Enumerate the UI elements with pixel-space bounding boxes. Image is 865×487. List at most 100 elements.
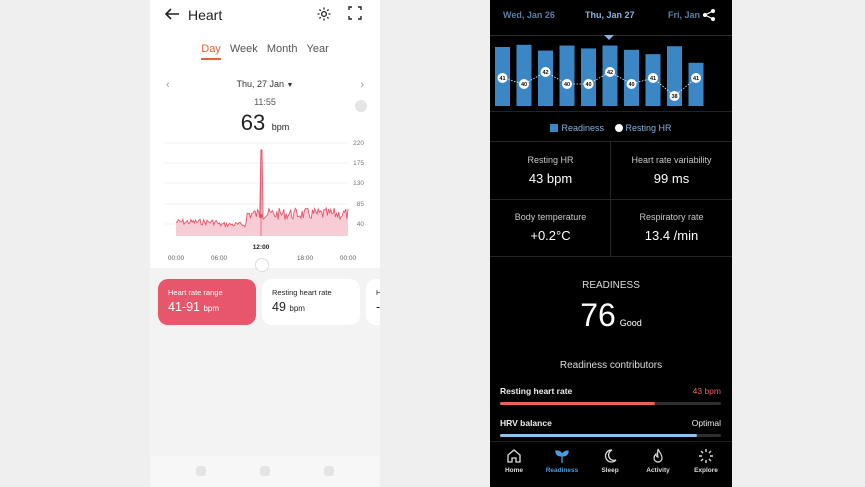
resting-hr-label: 41 [693,76,699,82]
x-tick: 06:00 [211,255,228,262]
partial-card[interactable]: H - [366,279,380,325]
metric-value: 13.4 /min [644,228,699,243]
legend-label: Resting HR [625,123,672,133]
nav-label: Readiness [545,467,579,474]
y-tick: 85 [357,201,365,208]
nav-icon[interactable] [260,466,270,476]
resting-hr-label: 41 [650,76,656,82]
nav-explore[interactable]: Explore [682,448,730,474]
readiness-bar[interactable] [581,48,596,106]
card-value: - [376,300,380,314]
readiness-score: 76 Good [490,297,732,334]
nav-home[interactable]: Home [490,448,538,474]
nav-label: Home [504,467,524,474]
x-tick-highlight: 12:00 [253,244,270,251]
date-label[interactable]: Thu, 27 Jan [236,79,285,89]
metric-resting-hr[interactable]: Resting HR 43 bpm [490,155,611,186]
heart-rate-range-card[interactable]: Heart rate range 41-91 bpm [158,279,256,325]
date-prev[interactable]: Wed, Jan 26 [503,10,555,20]
tab-year[interactable]: Year [306,43,329,55]
contributor-name: HRV balance [500,418,552,428]
x-tick: 00:00 [168,255,185,262]
bpm-value: 63 [240,110,266,135]
metric-value: 99 ms [653,171,690,186]
tab-week[interactable]: Week [229,43,258,55]
legend-swatch-resting-hr [614,124,623,132]
readiness-bar[interactable] [516,44,532,106]
card-value: 41-91 bpm [168,300,220,314]
caret-down-icon[interactable]: ▼ [286,82,294,89]
contributor-progress-bar [500,402,721,405]
date-strip: Wed, Jan 26 Thu, Jan 27 Fri, Jan [490,10,732,26]
contributor-progress-bar [500,434,721,437]
y-tick: 175 [353,160,364,167]
nav-readiness[interactable]: Readiness [538,448,586,474]
metric-hrv[interactable]: Heart rate variability 99 ms [611,155,732,186]
card-caption: Heart rate range [168,288,223,297]
readiness-bar[interactable] [559,45,575,106]
period-tabs: Day Week Month Year [150,43,380,60]
metric-value: 43 bpm [528,171,573,186]
chevron-left-icon[interactable]: ‹ [166,79,170,91]
heart-app-screen: Heart Day Week Month Year ‹ Thu, 27 Jan … [150,0,380,487]
readiness-bar-chart[interactable]: 41 40 42 40 40 42 40 41 38 41 [490,36,732,110]
resting-hr-label: 40 [628,82,634,88]
tab-day[interactable]: Day [201,43,221,60]
chart-gridlines [164,142,348,225]
divider [490,141,732,142]
readiness-icon [555,450,569,463]
nav-activity[interactable]: Activity [634,448,682,474]
page-title: Heart [188,7,223,23]
resting-heart-rate-card[interactable]: Resting heart rate 49 bpm [262,279,360,325]
card-caption: H [376,288,380,297]
chevron-right-icon[interactable]: › [360,79,364,91]
metric-respiratory-rate[interactable]: Respiratory rate 13.4 /min [611,212,732,243]
nav-label: Sleep [601,467,619,474]
card-caption: Resting heart rate [272,288,332,297]
selected-point [258,213,264,219]
nav-icon[interactable] [324,466,334,476]
legend-label: Readiness [561,123,604,133]
back-arrow-icon[interactable] [164,6,182,24]
metric-label: Resting HR [527,155,574,165]
resting-hr-point: 42 [605,67,615,77]
nav-label: Activity [646,467,670,474]
readiness-bar[interactable] [624,49,639,106]
divider [490,199,732,200]
metric-value: +0.2°C [530,228,571,243]
selected-time: 11:55 [254,97,276,107]
divider [610,141,611,256]
readiness-bar[interactable] [667,46,682,106]
readiness-bar[interactable] [688,62,704,106]
fullscreen-icon[interactable] [348,6,364,22]
date-next[interactable]: Fri, Jan [668,10,701,20]
date-current[interactable]: Thu, Jan 27 [585,10,635,20]
heart-rate-chart[interactable]: 220 175 130 85 40 12:00 00:00 06:00 18:0… [150,136,380,266]
flame-icon [653,448,663,463]
contributors-heading: Readiness contributors [559,360,663,371]
chart-scrub-handle[interactable] [255,258,269,272]
y-tick: 40 [357,221,365,228]
moon-icon [604,449,617,463]
readiness-bar[interactable] [538,50,553,106]
nav-sleep[interactable]: Sleep [586,448,634,474]
tab-month[interactable]: Month [266,43,298,55]
resting-hr-point: 40 [583,79,594,89]
contributor-value: Optimal [691,418,721,428]
resting-hr-label: 40 [564,82,570,88]
nav-icon[interactable] [196,466,206,476]
resting-hr-label: 38 [671,94,677,100]
contributor-value: 43 bpm [692,386,721,396]
resting-hr-point: 40 [562,79,572,89]
share-icon[interactable] [702,8,718,24]
resting-hr-label: 40 [521,82,527,88]
nav-divider [490,441,732,442]
readiness-heading: READINESS [582,280,640,291]
metric-label: Body temperature [514,212,587,222]
refresh-icon[interactable] [355,100,367,112]
explore-icon [699,449,713,463]
gear-icon[interactable] [316,6,334,24]
metric-body-temperature[interactable]: Body temperature +0.2°C [490,212,611,243]
current-bpm: 63 bpm [150,110,380,136]
chart-legend: Readiness Resting HR [490,123,732,133]
